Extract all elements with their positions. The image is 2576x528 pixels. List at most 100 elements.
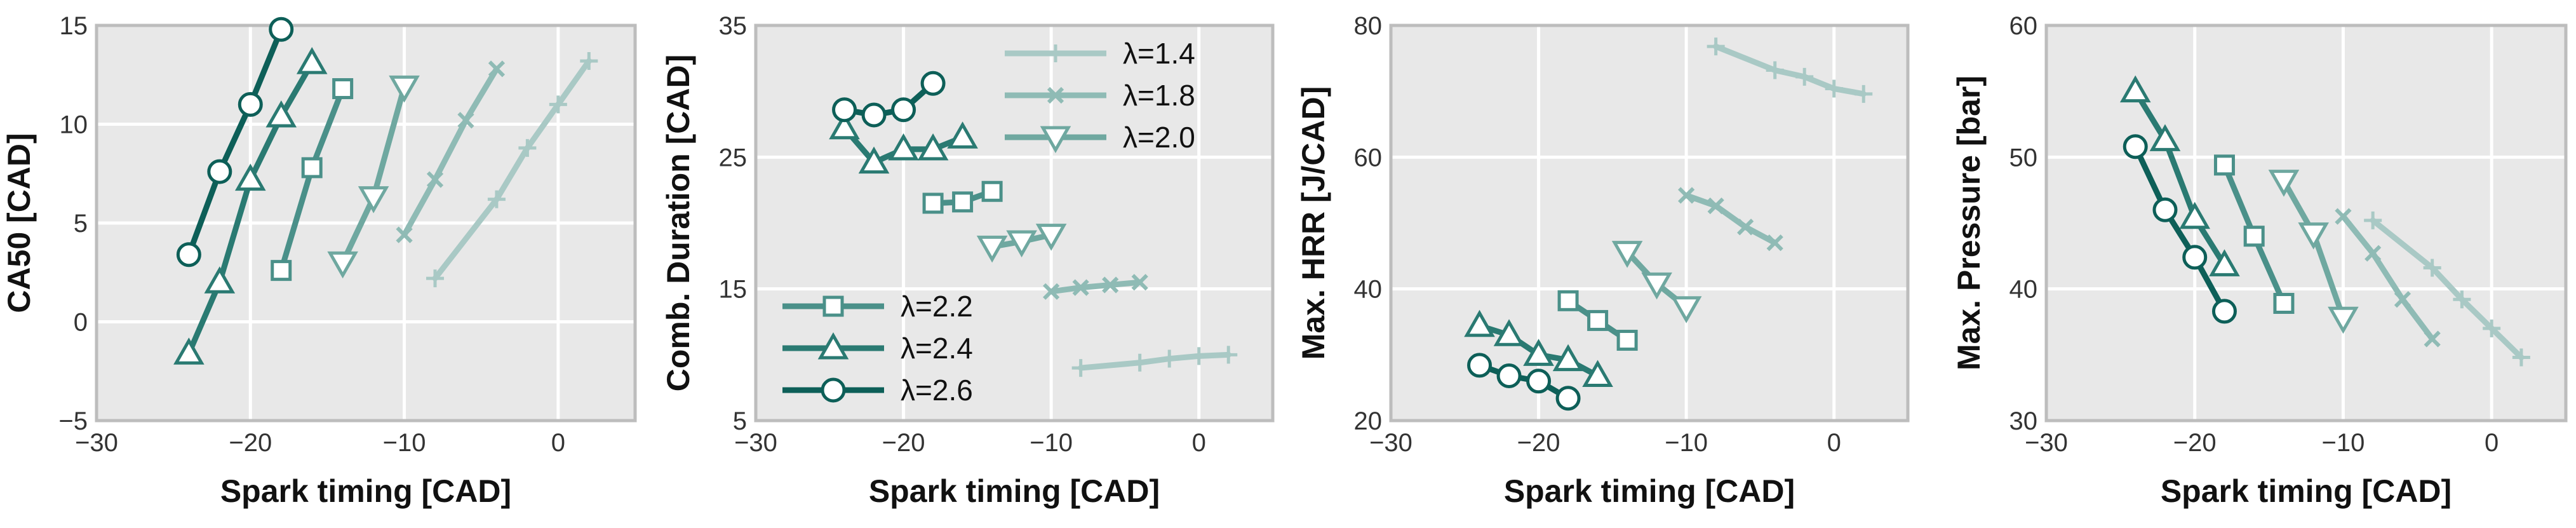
x-tick-label: −30 <box>1369 429 1412 457</box>
data-point-square <box>922 193 944 214</box>
x-axis-label: Spark timing [CAD] <box>869 473 1160 509</box>
data-point-x <box>426 171 444 188</box>
series-line <box>1477 362 1571 402</box>
data-point-plus <box>2423 259 2441 277</box>
series-tri_up <box>1464 309 1613 388</box>
series-x <box>396 60 506 243</box>
data-point-tri_up <box>1582 360 1613 388</box>
data-point-circle <box>1555 386 1581 411</box>
series-plus <box>2364 211 2530 367</box>
series-line <box>1048 279 1143 295</box>
data-point-tri_up <box>2119 75 2151 103</box>
data-point-plus <box>2453 290 2471 309</box>
chart-panel-2: −30 −20 −10 0 5 15 25 35 Spark timing [CAD] Comb.… <box>661 12 1275 509</box>
x-tick-label: −30 <box>75 429 118 457</box>
y-tick-label: 60 <box>2009 12 2038 40</box>
series-tri_up <box>829 112 978 174</box>
series-tri_down <box>2268 170 2359 334</box>
x-tick-label: −30 <box>2025 429 2068 457</box>
series-circle <box>1467 353 1581 411</box>
y-tick-label: 40 <box>2009 276 2038 304</box>
y-tick-label: 15 <box>719 276 748 304</box>
series-square <box>1557 290 1638 351</box>
series-line <box>842 80 936 118</box>
data-point-circle <box>2211 299 2237 324</box>
data-point-tri_up <box>204 266 236 294</box>
y-tick-label: 0 <box>74 309 88 337</box>
data-point-x <box>2424 330 2441 348</box>
data-point-x <box>1102 276 1119 294</box>
data-point-circle <box>891 97 916 123</box>
data-point-plus <box>518 139 537 157</box>
data-point-plus <box>1766 61 1784 79</box>
data-point-plus <box>1825 79 1843 98</box>
data-point-tri_down <box>1035 224 1067 251</box>
series-tri_down <box>976 224 1067 263</box>
data-point-plus <box>2512 348 2530 367</box>
legend-entry: λ=1.8 <box>1005 79 1195 112</box>
data-point-square <box>1557 290 1579 311</box>
data-point-circle <box>238 91 263 117</box>
y-tick-label: −5 <box>58 407 88 435</box>
data-point-tri_up <box>2179 201 2211 229</box>
series-line <box>1683 192 1778 246</box>
chart-panel-4: −30 −20 −10 0 30 40 50 60 Spark timing [CAD] Max.… <box>1951 12 2568 509</box>
data-point-square <box>301 157 323 179</box>
data-point-tri_up <box>888 133 919 161</box>
data-point-plus <box>1855 85 1873 103</box>
data-point-square <box>332 78 354 100</box>
x-tick-label: −20 <box>229 429 272 457</box>
data-point-circle <box>269 17 294 42</box>
series-square <box>271 78 354 281</box>
legend-marker-circle <box>821 377 846 403</box>
x-tick-label: −10 <box>2321 429 2365 457</box>
data-point-x <box>1707 197 1724 215</box>
y-tick-label: 80 <box>1354 12 1383 40</box>
data-point-plus <box>1219 346 1238 364</box>
plot-area-background <box>756 25 1273 421</box>
data-point-x <box>1043 283 1060 300</box>
data-point-plus <box>1795 67 1814 86</box>
y-axis-label: Comb. Duration [CAD] <box>661 55 696 392</box>
data-point-plus <box>580 51 598 70</box>
y-tick-label: 5 <box>74 210 88 238</box>
y-tick-label: 25 <box>719 144 748 172</box>
y-tick-label: 30 <box>2009 407 2038 435</box>
legend-label: λ=2.6 <box>901 374 973 407</box>
legend-entry: λ=2.0 <box>1005 121 1195 154</box>
legend-marker-tri_down <box>1040 126 1071 154</box>
data-point-x <box>2365 245 2382 262</box>
data-point-circle <box>2123 134 2148 159</box>
x-tick-label: −10 <box>1030 429 1073 457</box>
data-point-circle <box>861 102 887 128</box>
series-circle <box>832 71 946 128</box>
data-point-circle <box>920 71 946 96</box>
data-point-circle <box>832 97 857 123</box>
series-tri_up <box>173 47 328 365</box>
legend: λ=1.4 λ=1.8 λ=2.0 λ=2.2 λ=2.4 λ=2.6 <box>782 37 1195 407</box>
series-circle <box>176 17 294 267</box>
series-line <box>2340 213 2436 342</box>
data-point-plus <box>1130 353 1149 372</box>
series-plus <box>426 51 598 288</box>
data-point-tri_up <box>296 47 328 74</box>
series-circle <box>2123 134 2237 324</box>
legend-entry: λ=2.6 <box>782 374 973 407</box>
data-point-tri_up <box>858 146 890 174</box>
x-tick-label: 0 <box>1192 429 1206 457</box>
data-point-tri_up <box>1552 344 1584 372</box>
data-point-square <box>2273 292 2295 314</box>
plot-frame <box>95 24 637 423</box>
x-axis-label: Spark timing [CAD] <box>2161 473 2452 509</box>
data-point-tri_up <box>1493 319 1525 346</box>
data-point-tri_down <box>976 235 1008 263</box>
series-plus <box>1071 346 1238 377</box>
data-point-square <box>1616 330 1638 351</box>
data-point-circle <box>1526 369 1552 394</box>
data-point-plus <box>1707 37 1725 56</box>
series-line <box>2132 88 2227 268</box>
data-point-square <box>952 191 974 213</box>
plot-frame <box>754 24 1275 423</box>
